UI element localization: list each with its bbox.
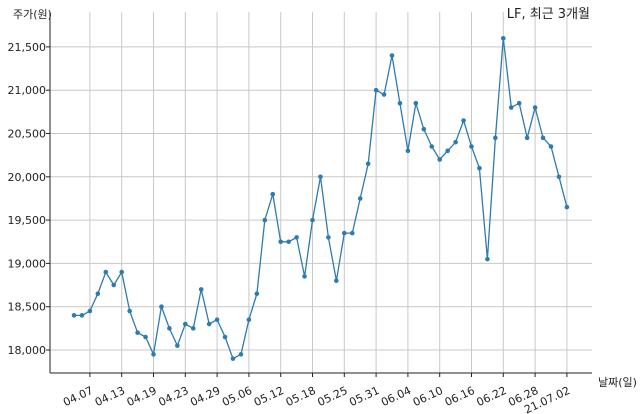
data-point: [564, 204, 570, 210]
chart-title: LF, 최근 3개월: [507, 7, 590, 22]
data-point: [167, 326, 172, 331]
data-point: [270, 191, 276, 197]
data-point: [516, 100, 522, 106]
x-tick-label: 06.04: [379, 384, 413, 409]
data-point: [151, 352, 156, 357]
x-tick-label: 04.29: [188, 384, 222, 409]
data-point: [262, 217, 268, 223]
x-tick-label: 04.19: [125, 384, 159, 409]
data-point: [87, 308, 93, 314]
x-tick-label: 06.16: [443, 384, 477, 409]
data-point: [548, 144, 554, 149]
data-point: [238, 352, 244, 357]
data-point: [445, 148, 450, 154]
x-tick-label: 04.23: [157, 384, 191, 409]
data-point: [183, 321, 188, 327]
data-point: [532, 105, 538, 110]
data-point: [143, 334, 148, 340]
series-layer: [74, 38, 568, 360]
data-point: [135, 330, 140, 335]
data-point: [453, 139, 458, 145]
data-point: [214, 317, 220, 322]
data-point: [326, 235, 331, 240]
data-point: [159, 304, 164, 310]
y-axis-label: 주가(원): [13, 8, 52, 21]
data-point: [175, 343, 180, 348]
data-point: [405, 148, 411, 154]
x-tick-labels: 04.0704.1304.1904.2304.2905.0605.1205.18…: [61, 373, 572, 414]
data-point: [254, 291, 260, 297]
y-tick-label: 21,500: [8, 41, 47, 54]
data-point: [429, 144, 435, 149]
y-tick-label: 20,500: [8, 128, 47, 141]
x-tick-label: 05.06: [220, 384, 254, 409]
data-point: [437, 157, 443, 162]
data-point: [206, 321, 212, 327]
data-point: [246, 317, 252, 322]
x-tick-label: 05.18: [284, 384, 318, 409]
y-tick-label: 19,500: [8, 214, 47, 227]
x-tick-label: 04.13: [93, 384, 127, 409]
x-tick-label: 04.07: [61, 384, 95, 409]
data-point: [302, 274, 307, 279]
data-point: [357, 196, 363, 201]
data-point: [469, 144, 474, 149]
data-point: [389, 53, 395, 58]
data-point: [190, 326, 196, 331]
data-point: [103, 269, 109, 275]
data-point: [373, 87, 379, 93]
data-point: [79, 313, 85, 318]
data-point: [71, 313, 77, 318]
data-point: [365, 161, 371, 167]
data-point: [230, 356, 236, 361]
x-tick-label: 05.31: [347, 384, 381, 409]
data-point: [381, 92, 387, 97]
data-point: [342, 230, 347, 236]
data-point: [95, 291, 101, 297]
x-tick-label: 06.10: [411, 384, 445, 409]
data-point: [119, 269, 124, 275]
y-tick-label: 18,500: [8, 301, 47, 314]
y-tick-label: 18,000: [8, 344, 47, 357]
data-point: [524, 135, 530, 141]
grid-layer: [50, 12, 592, 373]
data-point: [461, 118, 466, 123]
price-series-line: [74, 38, 568, 360]
data-point: [111, 282, 117, 288]
axis-layer: [49, 12, 592, 374]
data-point: [198, 287, 204, 292]
data-point: [278, 239, 284, 245]
y-tick-label: 19,000: [8, 257, 47, 270]
y-tick-label: 21,000: [8, 84, 47, 97]
data-point: [485, 256, 490, 262]
y-tick-labels: 18,000 18,500 19,000 19,500 20,000 20,500 21,0…: [8, 41, 50, 357]
data-point: [421, 126, 427, 132]
data-point: [540, 135, 546, 141]
data-point: [318, 174, 323, 180]
data-point: [349, 230, 355, 236]
data-point: [286, 239, 291, 245]
x-tick-label: 06.22: [475, 384, 509, 409]
data-point: [493, 135, 498, 141]
data-point: [556, 174, 562, 180]
x-tick-label: 05.25: [316, 384, 350, 409]
data-point: [477, 165, 482, 171]
data-point: [397, 100, 403, 106]
data-point: [334, 278, 339, 284]
x-tick-label: 05.12: [252, 384, 286, 409]
data-point: [413, 100, 419, 106]
x-axis-label: 날짜(일): [598, 375, 637, 389]
data-points: [71, 35, 570, 361]
y-tick-label: 20,000: [8, 171, 47, 184]
data-point: [508, 105, 514, 110]
data-point: [294, 235, 299, 240]
data-point: [127, 308, 132, 314]
data-point: [501, 35, 506, 41]
data-point: [310, 217, 315, 223]
data-point: [222, 334, 228, 340]
